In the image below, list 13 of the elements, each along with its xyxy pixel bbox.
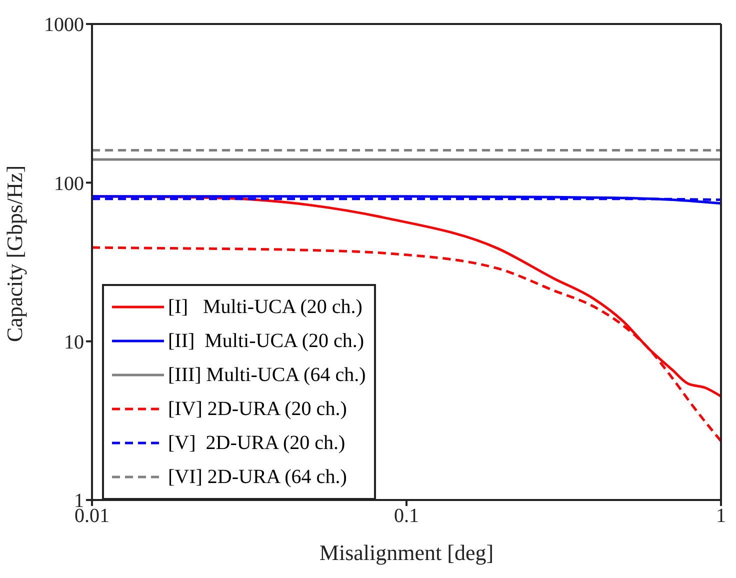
y-axis-title: Capacity [Gbps/Hz]: [2, 165, 27, 342]
y-tick-label: 100: [54, 172, 84, 195]
legend-label: [V] 2D-URA (20 ch.): [168, 432, 346, 454]
legend-label: [III] Multi-UCA (64 ch.): [168, 364, 366, 386]
x-axis-title: Misalignment [deg]: [319, 540, 494, 565]
legend-label: [II] Multi-UCA (20 ch.): [168, 330, 364, 352]
legend-label: [IV] 2D-URA (20 ch.): [168, 398, 347, 420]
x-tick-label: 1: [716, 505, 726, 528]
y-tick-label: 1000: [44, 14, 84, 36]
y-tick-label: 10: [64, 331, 84, 354]
legend-label: [I] Multi-UCA (20 ch.): [168, 296, 362, 318]
legend-label: [VI] 2D-URA (64 ch.): [168, 466, 347, 488]
x-tick-label: 0.1: [394, 505, 419, 528]
